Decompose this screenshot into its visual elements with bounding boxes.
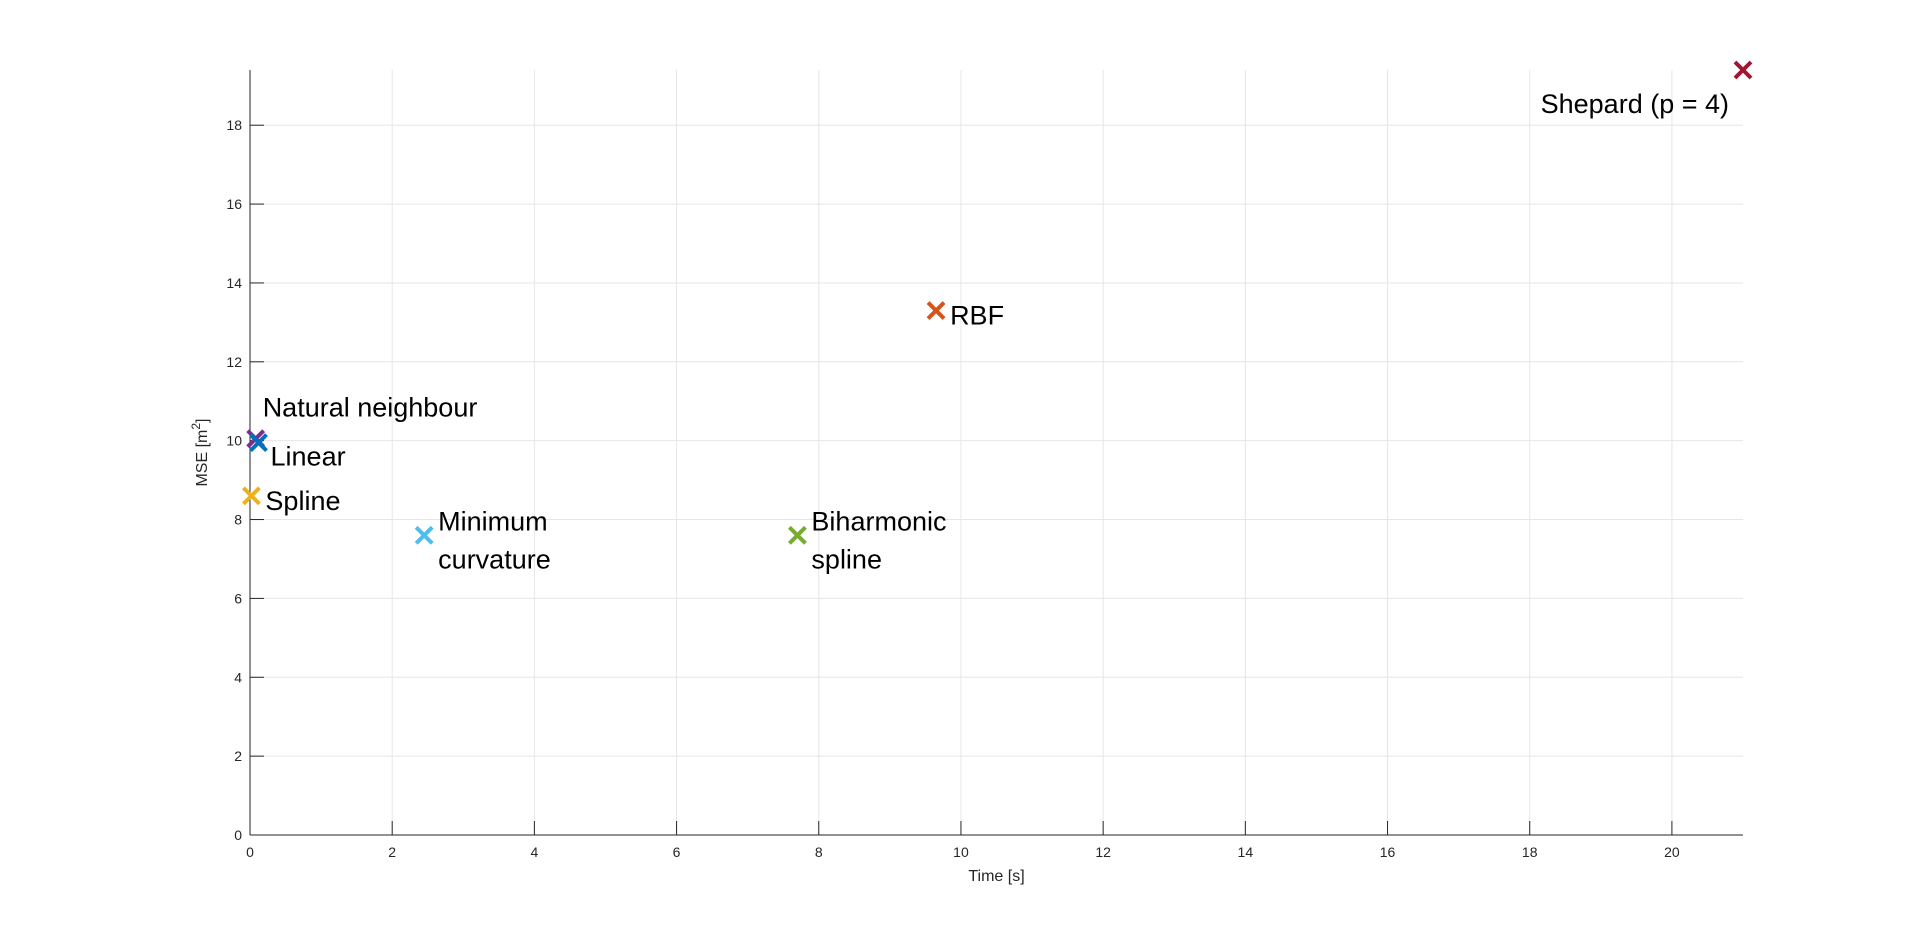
y-tick-label: 18: [226, 117, 242, 133]
data-point: Minimum curvature: [414, 506, 551, 574]
data-point: Shepard (p = 4): [1541, 60, 1753, 119]
y-tick-label: 12: [226, 354, 242, 370]
point-label: Minimum curvature: [438, 506, 551, 574]
x-tick-label: 2: [388, 844, 396, 860]
data-point: Biharmonic spline: [788, 506, 946, 574]
point-label: Shepard (p = 4): [1541, 89, 1729, 119]
x-tick-label: 12: [1095, 844, 1111, 860]
point-label-line: RBF: [950, 301, 1004, 331]
data-point: RBF: [926, 301, 1004, 331]
y-tick-label: 6: [234, 590, 242, 606]
point-label-line: curvature: [438, 544, 551, 574]
y-axis-label-end: ]: [194, 418, 211, 422]
x-axis-label: Time [s]: [968, 868, 1024, 885]
y-tick-label: 4: [234, 669, 242, 685]
y-tick-label: 10: [226, 433, 242, 449]
point-label: Natural neighbour: [263, 393, 478, 423]
point-label-line: Linear: [271, 442, 346, 472]
y-axis-label-main: MSE [m: [194, 430, 211, 487]
y-tick-label: 14: [226, 275, 242, 291]
axes: [249, 70, 1743, 836]
x-tick-label: 6: [673, 844, 681, 860]
y-tick-label: 16: [226, 196, 242, 212]
y-tick-label: 0: [234, 827, 242, 843]
x-tick-label: 10: [953, 844, 969, 860]
point-label-line: spline: [811, 544, 882, 574]
point-label-line: Biharmonic: [811, 506, 946, 536]
x-marker-stroke: [788, 525, 807, 545]
x-tick-label: 16: [1380, 844, 1396, 860]
y-axis-label-superscript: 2: [189, 423, 203, 430]
point-label-line: Natural neighbour: [263, 393, 478, 423]
grid: [250, 70, 1743, 835]
y-tick-label: 2: [234, 748, 242, 764]
x-marker-stroke: [249, 433, 268, 453]
point-label-line: Shepard (p = 4): [1541, 89, 1729, 119]
point-label-line: Spline: [265, 486, 340, 516]
x-marker-stroke: [926, 301, 946, 320]
x-marker-stroke: [414, 525, 434, 545]
x-tick-label: 4: [530, 844, 538, 860]
point-label: Biharmonic spline: [811, 506, 946, 574]
tick-labels: 0 2 4 6 8 10 12 14 16 18 20 0 2 4 6 8 10 12 14 16 18: [226, 117, 1679, 860]
x-tick-label: 18: [1522, 844, 1538, 860]
data-point: Linear: [249, 433, 346, 472]
data-point: Natural neighbour: [246, 393, 478, 449]
x-marker-stroke: [242, 486, 261, 506]
data-point: Spline: [242, 486, 340, 516]
point-label-line: Minimum: [438, 506, 548, 536]
data-points: Natural neighbour Linear Spline Minimum curv…: [242, 60, 1753, 574]
y-tick-label: 8: [234, 512, 242, 528]
point-label: Spline: [265, 486, 340, 516]
x-tick-label: 20: [1664, 844, 1680, 860]
x-tick-label: 8: [815, 844, 823, 860]
point-label: Linear: [271, 442, 346, 472]
point-label: RBF: [950, 301, 1004, 331]
x-tick-label: 14: [1238, 844, 1254, 860]
y-axis-label: MSE [m2]: [189, 418, 211, 486]
x-marker-stroke: [1733, 60, 1753, 80]
x-tick-label: 0: [246, 844, 254, 860]
